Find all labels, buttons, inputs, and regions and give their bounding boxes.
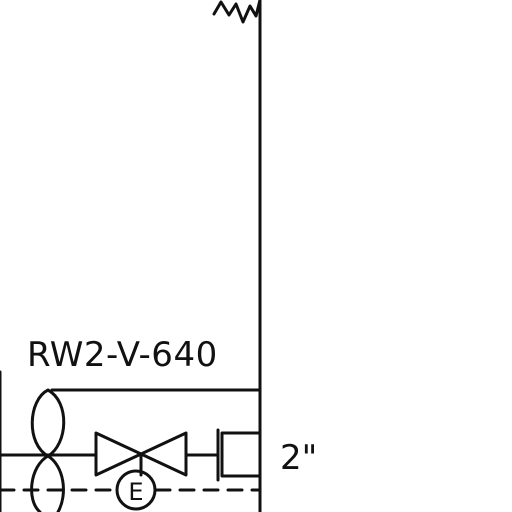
flow-element-oval-lower <box>30 454 50 512</box>
actuator-circle <box>115 469 157 511</box>
line-size-label: 2" <box>280 438 318 478</box>
flow-element-oval <box>30 388 66 458</box>
pipe-break-symbol <box>212 0 262 24</box>
valve-tag-label: RW2-V-640 <box>27 335 218 375</box>
flow-element-oval-lower-right <box>46 454 65 512</box>
gate-valve-symbol <box>94 431 188 477</box>
actuator-letter: E <box>128 478 143 506</box>
flange-body <box>220 431 262 478</box>
